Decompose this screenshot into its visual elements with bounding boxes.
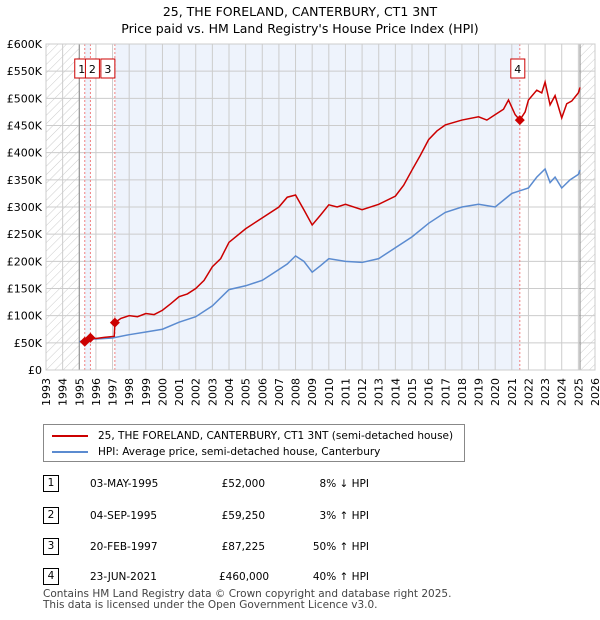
y-tick-label: £50K	[14, 337, 43, 350]
x-tick-label: 2006	[256, 378, 269, 406]
sale-date: 03-MAY-1995	[90, 478, 159, 490]
x-tick-label: 2005	[240, 378, 253, 406]
x-tick-label: 2004	[223, 378, 236, 406]
plot-border	[45, 43, 596, 371]
y-tick-label: £100K	[7, 310, 43, 323]
x-tick-label: 1998	[123, 378, 136, 406]
chart: 1993 1994 1995 1996 1997 1998 1999 2000 2001 2002…	[7, 38, 600, 406]
x-tick-label: 2016	[423, 378, 436, 406]
x-tick-label: 2014	[389, 378, 402, 406]
sale-hpi-diff: 3% ↑ HPI	[319, 510, 369, 522]
legend: 25, THE FORELAND, CANTERBURY, CT1 3NT (s…	[43, 424, 465, 462]
x-tick-label: 2007	[273, 378, 286, 406]
x-tick-label: 2019	[473, 378, 486, 406]
sale-hpi-diff: 50% ↑ HPI	[312, 541, 369, 553]
x-tick-label: 1994	[57, 378, 70, 406]
sale-date: 20-FEB-1997	[90, 541, 158, 553]
x-tick-label: 2012	[356, 378, 369, 406]
x-tick-label: 1999	[140, 378, 153, 406]
sale-date: 23-JUN-2021	[90, 571, 157, 583]
x-tick-label: 1997	[107, 378, 120, 406]
sale-marker-label: 3	[104, 63, 111, 76]
sale-number: 1	[43, 475, 59, 492]
sale-hpi-diff: 8% ↓ HPI	[319, 478, 369, 490]
y-tick-label: £350K	[7, 174, 43, 187]
y-tick-label: £200K	[7, 255, 43, 268]
sale-number: 4	[43, 568, 59, 585]
chart-title: 25, THE FORELAND, CANTERBURY, CT1 3NT Pri…	[0, 3, 600, 37]
sale-price: £52,000	[221, 478, 265, 490]
sale-price: £460,000	[219, 571, 270, 583]
x-tick-label: 1993	[40, 378, 53, 406]
legend-swatch-blue	[52, 451, 88, 453]
x-tick-label: 2026	[589, 378, 600, 406]
x-tick-label: 2015	[406, 378, 419, 406]
sale-row: 3 20-FEB-1997 £87,225 50% ↑ HPI	[43, 538, 463, 558]
x-tick-label: 1996	[90, 378, 103, 406]
x-tick-label: 2011	[339, 378, 352, 406]
sale-marker-label: 4	[514, 63, 521, 76]
x-tick-label: 2017	[439, 378, 452, 406]
subtitle-line: Price paid vs. HM Land Registry's House …	[121, 21, 479, 36]
x-tick-label: 2000	[156, 378, 169, 406]
x-tick-label: 2002	[190, 378, 203, 406]
series-line	[84, 79, 581, 343]
sale-row: 2 04-SEP-1995 £59,250 3% ↑ HPI	[43, 507, 463, 527]
x-tick-label: 2009	[306, 378, 319, 406]
legend-swatch-red	[52, 435, 88, 437]
sale-point	[514, 115, 525, 126]
footer: Contains HM Land Registry data © Crown c…	[43, 589, 451, 611]
y-tick-label: £0	[28, 364, 42, 377]
x-tick-label: 2010	[323, 378, 336, 406]
legend-item-hpi: HPI: Average price, semi-detached house,…	[52, 446, 380, 458]
sale-price: £59,250	[221, 510, 265, 522]
legend-label: 25, THE FORELAND, CANTERBURY, CT1 3NT (s…	[98, 430, 454, 442]
y-tick-label: £500K	[7, 92, 43, 105]
sale-date: 04-SEP-1995	[90, 510, 158, 522]
y-tick-label: £450K	[7, 120, 43, 133]
sale-marker-box	[84, 58, 100, 79]
y-tick-label: £300K	[7, 201, 43, 214]
x-tick-label: 2021	[506, 378, 519, 406]
x-tick-label: 2001	[173, 378, 186, 406]
x-tick-label: 2018	[456, 378, 469, 406]
x-tick-label: 2003	[206, 378, 219, 406]
y-tick-label: £150K	[7, 283, 43, 296]
legend-label: HPI: Average price, semi-detached house,…	[98, 446, 381, 458]
sale-point	[85, 332, 96, 343]
sale-number: 2	[43, 507, 59, 524]
sale-number: 3	[43, 538, 59, 555]
x-tick-label: 2008	[290, 378, 303, 406]
sale-marker-box	[100, 58, 116, 79]
sale-row: 4 23-JUN-2021 £460,000 40% ↑ HPI	[43, 568, 463, 588]
sale-hpi-diff: 40% ↑ HPI	[312, 571, 369, 583]
x-tick-label: 2020	[489, 378, 502, 406]
sale-point	[109, 317, 120, 328]
x-tick-label: 2022	[522, 378, 535, 406]
y-tick-label: £550K	[7, 65, 43, 78]
sale-marker-label: 2	[89, 63, 96, 76]
x-tick-label: 2024	[556, 378, 569, 406]
y-tick-label: £600K	[7, 38, 43, 51]
sale-marker-label: 1	[78, 63, 85, 76]
x-tick-label: 2023	[539, 378, 552, 406]
y-tick-label: £250K	[7, 228, 43, 241]
legend-item-property: 25, THE FORELAND, CANTERBURY, CT1 3NT (s…	[52, 430, 453, 442]
title-line: 25, THE FORELAND, CANTERBURY, CT1 3NT	[162, 4, 438, 19]
footer-line: This data is licensed under the Open Gov…	[43, 599, 378, 611]
footer-line: Contains HM Land Registry data © Crown c…	[43, 588, 452, 600]
sale-price: £87,225	[221, 541, 265, 553]
x-tick-label: 2025	[572, 378, 585, 406]
x-tick-label: 1995	[73, 378, 86, 406]
sale-marker-box	[510, 58, 526, 79]
y-tick-label: £400K	[7, 147, 43, 160]
x-tick-label: 2013	[373, 378, 386, 406]
series-line	[79, 167, 581, 343]
sale-row: 1 03-MAY-1995 £52,000 8% ↓ HPI	[43, 475, 463, 495]
